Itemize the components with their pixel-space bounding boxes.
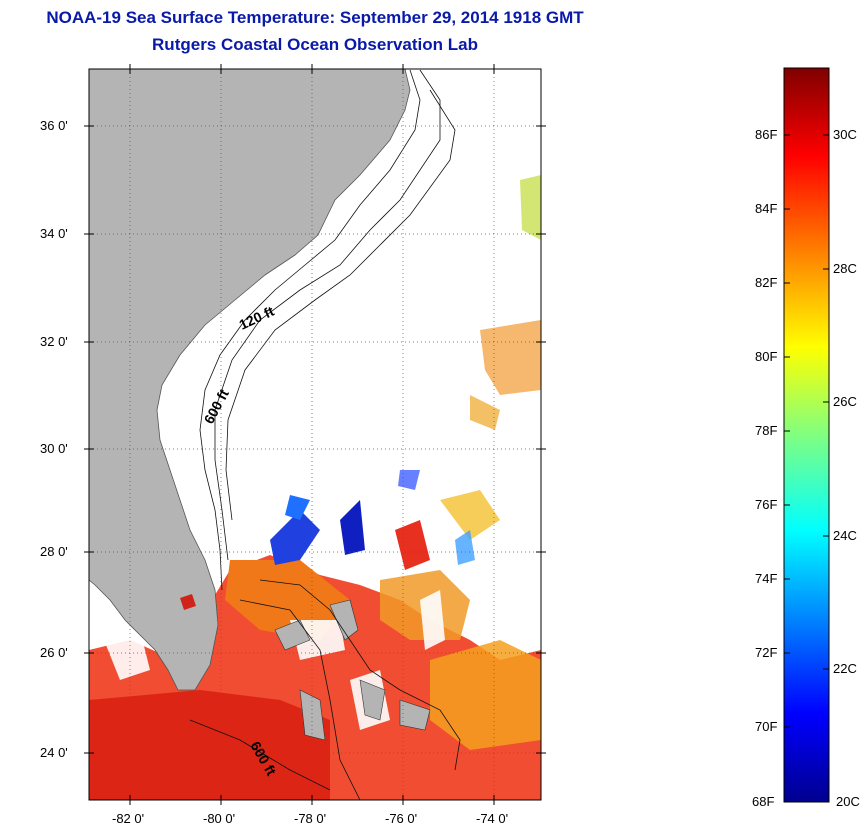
colorbar-label-82f: 82F bbox=[755, 275, 778, 290]
colorbar-label-70f: 70F bbox=[755, 719, 778, 734]
colorbar-label-20c: 20C bbox=[836, 794, 860, 809]
colorbar bbox=[783, 67, 830, 803]
bathymetry-contours bbox=[189, 69, 461, 800]
lat-label-28: 28 0' bbox=[40, 544, 68, 559]
colorbar-label-68f: 68F bbox=[752, 794, 775, 809]
bahamas-islands bbox=[274, 599, 431, 741]
colorbar-label-80f: 80F bbox=[755, 349, 778, 364]
graticule bbox=[89, 69, 541, 800]
map-ticks bbox=[84, 64, 546, 805]
colorbar-label-28c: 28C bbox=[833, 261, 857, 276]
lake-okeechobee bbox=[180, 594, 196, 610]
colorbar-label-86f: 86F bbox=[755, 127, 778, 142]
colorbar-label-74f: 74F bbox=[755, 571, 778, 586]
lat-label-36: 36 0' bbox=[40, 118, 68, 133]
colorbar-label-78f: 78F bbox=[755, 423, 778, 438]
colorbar-label-24c: 24C bbox=[833, 528, 857, 543]
colorbar-label-26c: 26C bbox=[833, 394, 857, 409]
lon-label-78: -78 0' bbox=[294, 811, 327, 826]
colorbar-label-76f: 76F bbox=[755, 497, 778, 512]
map-subtitle: Rutgers Coastal Ocean Observation Lab bbox=[152, 35, 478, 54]
lon-label-74: -74 0' bbox=[476, 811, 509, 826]
lat-label-32: 32 0' bbox=[40, 334, 68, 349]
colorbar-label-84f: 84F bbox=[755, 201, 778, 216]
lat-label-24: 24 0' bbox=[40, 745, 68, 760]
lat-label-34: 34 0' bbox=[40, 226, 68, 241]
sst-cold-patches bbox=[270, 470, 475, 565]
map-frame bbox=[88, 68, 542, 801]
colorbar-label-30c: 30C bbox=[833, 127, 857, 142]
lon-label-82: -82 0' bbox=[112, 811, 145, 826]
lon-label-76: -76 0' bbox=[385, 811, 418, 826]
sst-warm-patches bbox=[89, 175, 541, 800]
lon-label-80: -80 0' bbox=[203, 811, 236, 826]
colorbar-label-22c: 22C bbox=[833, 661, 857, 676]
lat-label-30: 30 0' bbox=[40, 441, 68, 456]
land-mass bbox=[89, 69, 411, 691]
colorbar-ticks bbox=[784, 134, 829, 728]
colorbar-label-72f: 72F bbox=[755, 645, 778, 660]
map-title: NOAA-19 Sea Surface Temperature: Septemb… bbox=[46, 8, 584, 27]
lat-label-26: 26 0' bbox=[40, 645, 68, 660]
